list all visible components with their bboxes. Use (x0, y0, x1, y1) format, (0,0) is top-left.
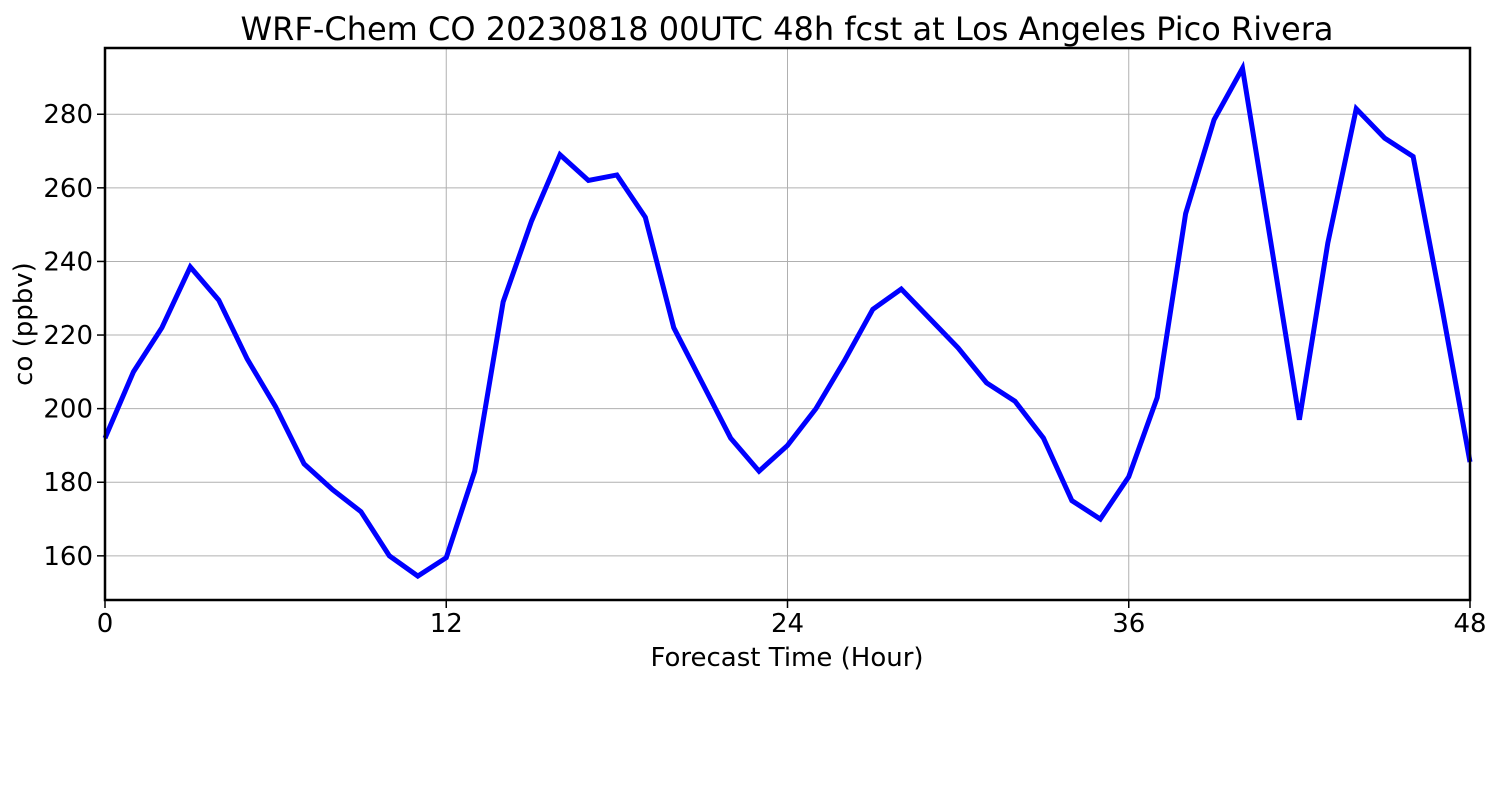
y-tick-label: 180 (43, 468, 93, 498)
y-tick-label: 280 (43, 100, 93, 130)
y-axis-label: co (ppbv) (9, 262, 39, 386)
y-tick-label: 220 (43, 321, 93, 351)
x-axis-label: Forecast Time (Hour) (650, 643, 923, 673)
y-tick-label: 260 (43, 174, 93, 204)
axis-ticks: 0 12 24 36 48 160 180 200 220 240 260 280 (43, 100, 1486, 639)
x-tick-label: 24 (771, 609, 804, 639)
x-tick-label: 12 (430, 609, 463, 639)
y-tick-label: 160 (43, 542, 93, 572)
chart-title: WRF-Chem CO 20230818 00UTC 48h fcst at L… (241, 10, 1334, 48)
x-tick-label: 48 (1453, 609, 1486, 639)
x-tick-label: 36 (1112, 609, 1145, 639)
y-tick-label: 200 (43, 395, 93, 425)
grid-lines (105, 48, 1470, 600)
y-tick-label: 240 (43, 247, 93, 277)
x-tick-label: 0 (97, 609, 114, 639)
